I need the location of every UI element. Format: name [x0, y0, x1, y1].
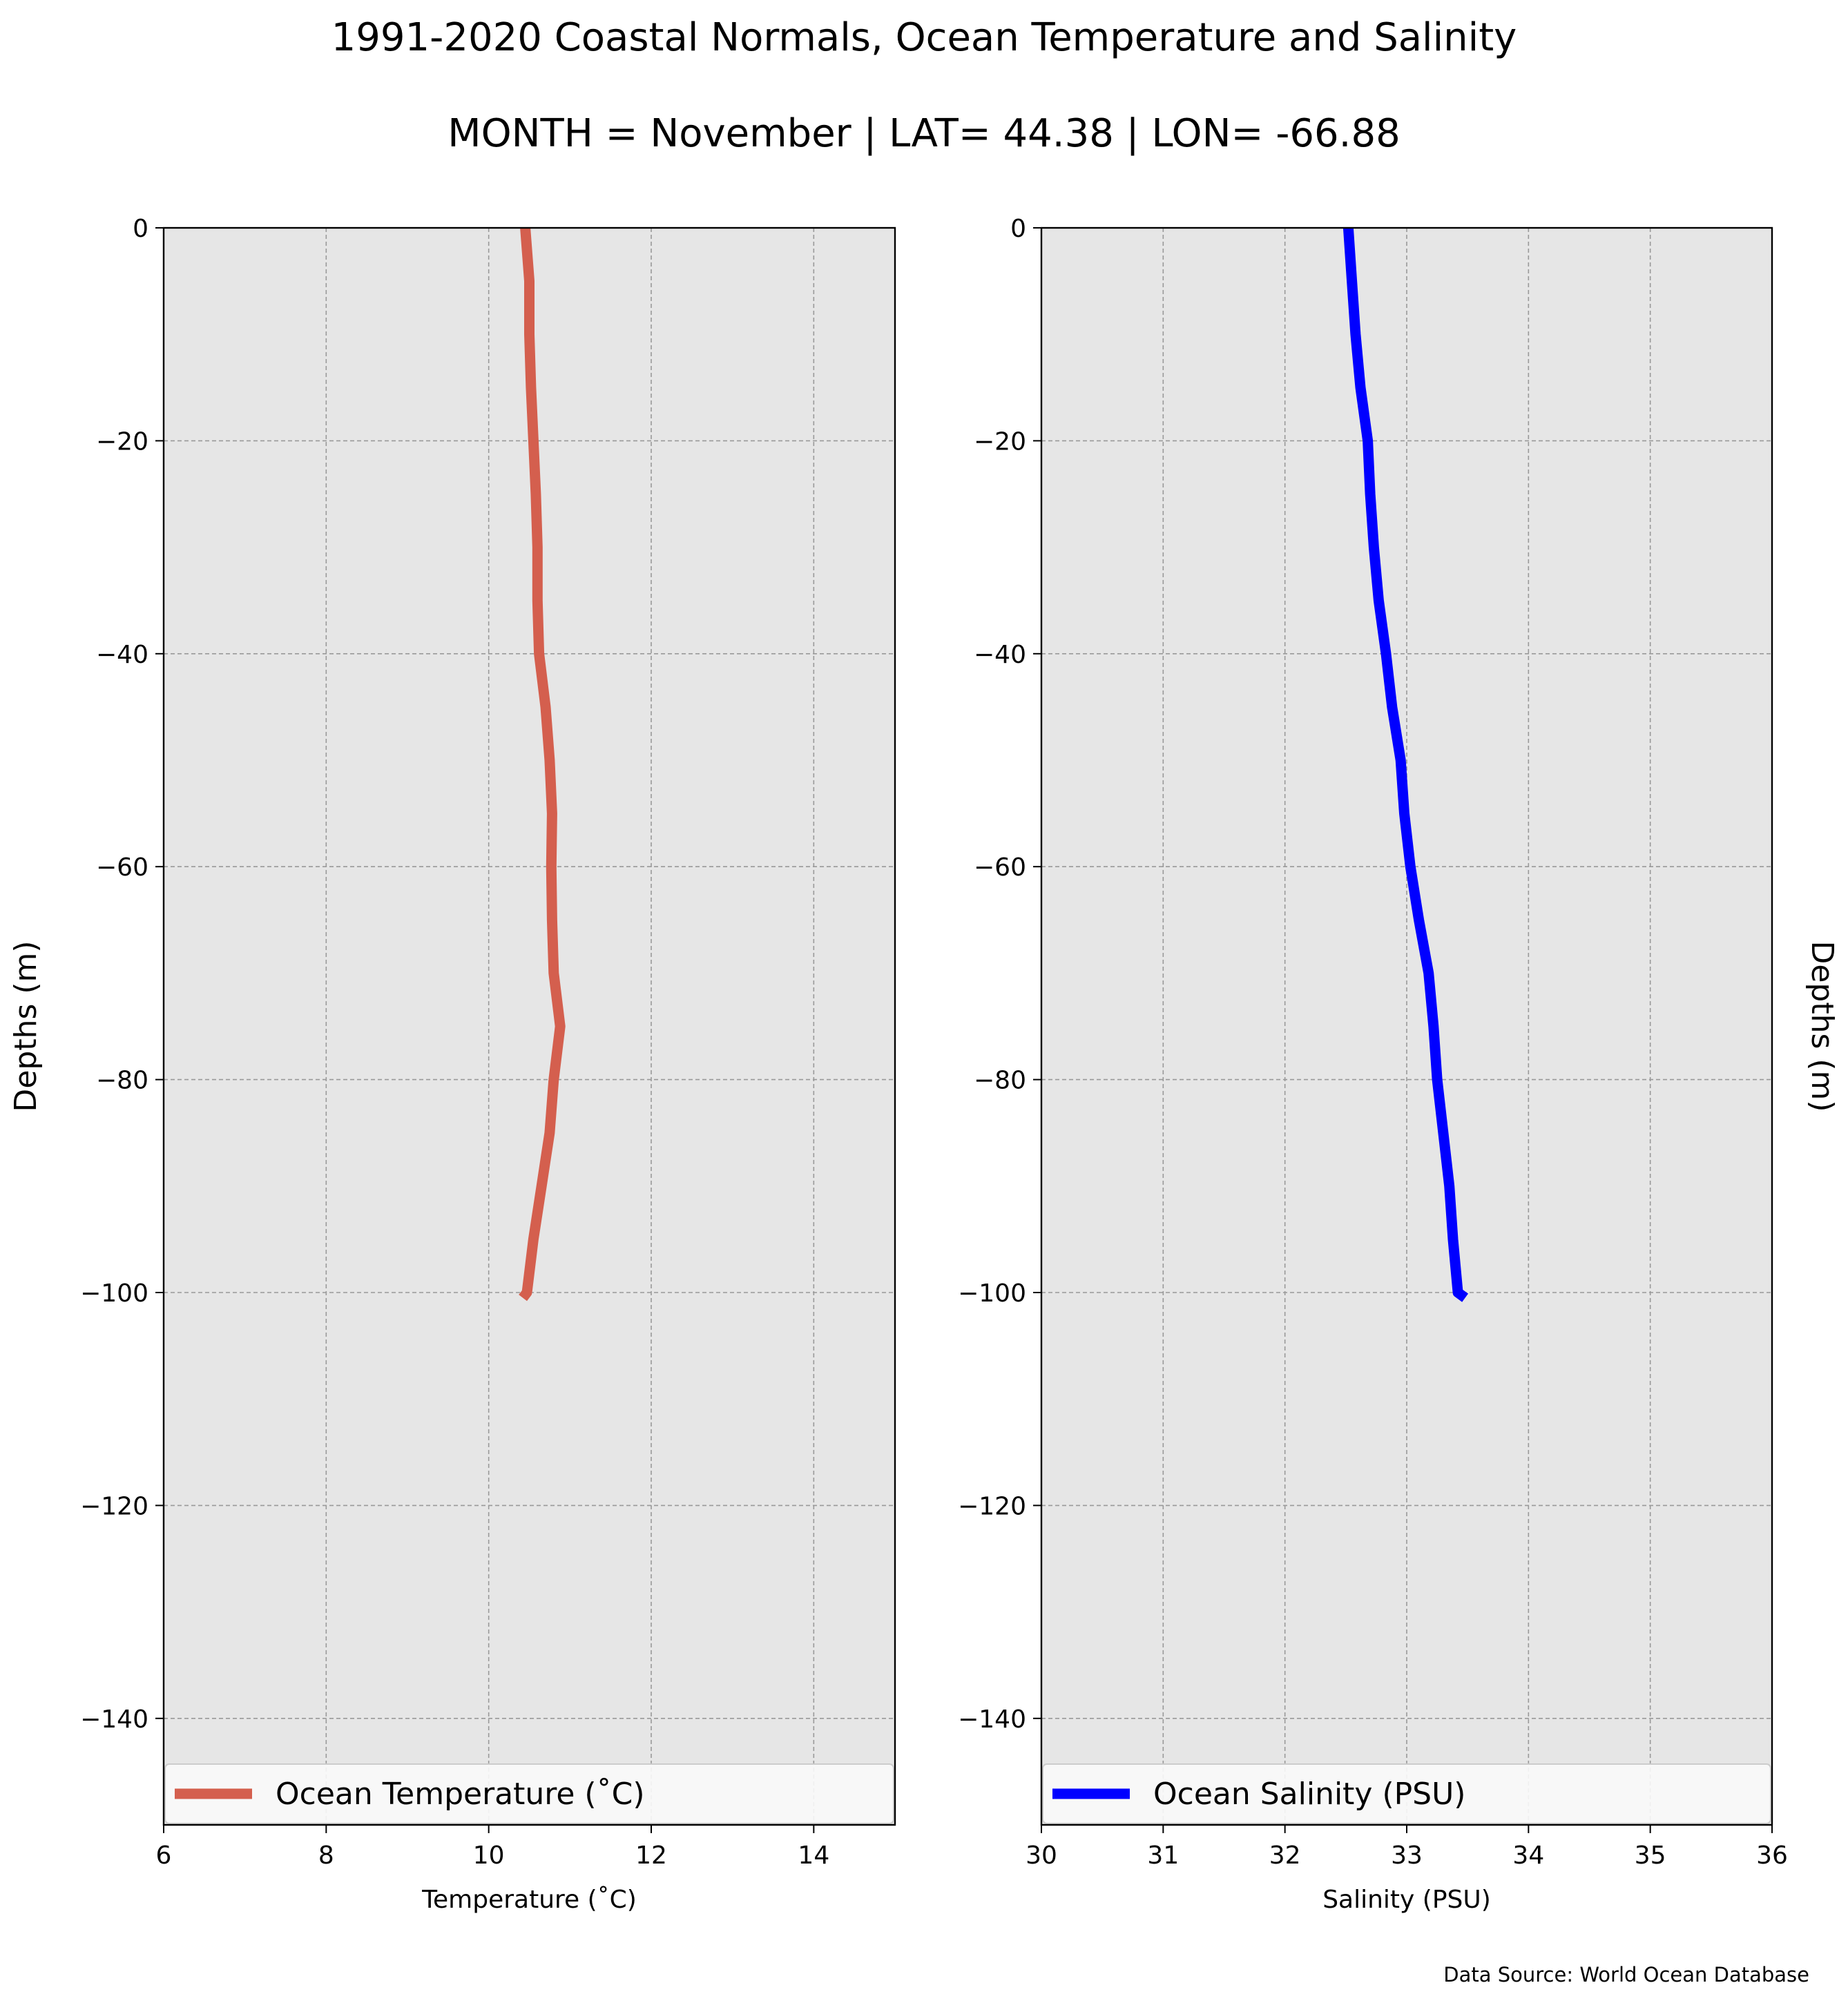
- plot-area: [1041, 228, 1772, 1825]
- legend: Ocean Temperature (˚C): [164, 1763, 894, 1824]
- chart-subtitle: MONTH = November | LAT= 44.38 | LON= -66…: [447, 111, 1401, 156]
- y-tick-label: −140: [80, 1705, 148, 1734]
- y-tick-label: −120: [80, 1492, 148, 1520]
- y-tick-label: 0: [133, 215, 148, 243]
- x-tick-label: 36: [1756, 1841, 1788, 1870]
- x-tick-label: 8: [318, 1841, 334, 1870]
- y-tick-label: −20: [974, 427, 1026, 456]
- y-tick-label: −100: [80, 1279, 148, 1308]
- y-tick-label: −40: [96, 641, 148, 669]
- y-tick-label: 0: [1010, 215, 1026, 243]
- y-tick-label: −20: [96, 427, 148, 456]
- y-tick-label: −80: [974, 1067, 1026, 1095]
- x-tick-label: 33: [1391, 1841, 1423, 1870]
- x-tick-label: 12: [635, 1841, 667, 1870]
- salinity-panel: Ocean Salinity (PSU) 30 31 32 33 34 35 36 0 −20 −4…: [958, 215, 1840, 1914]
- x-tick-label: 14: [798, 1841, 829, 1870]
- plot-area: [164, 228, 895, 1825]
- x-tick-label: 32: [1269, 1841, 1301, 1870]
- x-axis-label: Salinity (PSU): [1322, 1886, 1491, 1914]
- data-line-salinity: [1342, 227, 1469, 1302]
- chart-title: 1991-2020 Coastal Normals, Ocean Tempera…: [331, 15, 1517, 60]
- y-tick-label: −40: [974, 641, 1026, 669]
- x-axis-label: Temperature (˚C): [421, 1886, 637, 1914]
- x-tick-label: 35: [1635, 1841, 1666, 1870]
- x-tick-label: 30: [1026, 1841, 1057, 1870]
- temperature-panel: Ocean Temperature (˚C) 6 8 10 12 14 0 −20 −40 −60…: [8, 215, 896, 1914]
- legend-box: [1042, 1763, 1771, 1824]
- x-tick-label: 6: [156, 1841, 172, 1870]
- y-tick-label: −80: [96, 1067, 148, 1095]
- y-tick-label: −140: [958, 1705, 1026, 1734]
- source-note: Data Source: World Ocean Database: [1443, 1963, 1809, 1986]
- y-tick-label: −120: [958, 1492, 1026, 1520]
- y-tick-label: −60: [96, 853, 148, 882]
- legend-label: Ocean Temperature (˚C): [276, 1777, 645, 1812]
- x-tick-label: 34: [1512, 1841, 1544, 1870]
- data-line-temperature: [519, 227, 566, 1302]
- axes-frame: [162, 226, 896, 1826]
- x-tick-label: 31: [1147, 1841, 1179, 1870]
- legend-label: Ocean Salinity (PSU): [1153, 1777, 1465, 1812]
- y-axis-label: Depths (m): [8, 940, 44, 1112]
- legend-box: [164, 1763, 894, 1824]
- y-tick-label: −100: [958, 1279, 1026, 1308]
- y-tick-label: −60: [974, 853, 1026, 882]
- legend: Ocean Salinity (PSU): [1042, 1763, 1771, 1824]
- y-axis-label: Depths (m): [1804, 940, 1840, 1112]
- x-tick-label: 10: [473, 1841, 505, 1870]
